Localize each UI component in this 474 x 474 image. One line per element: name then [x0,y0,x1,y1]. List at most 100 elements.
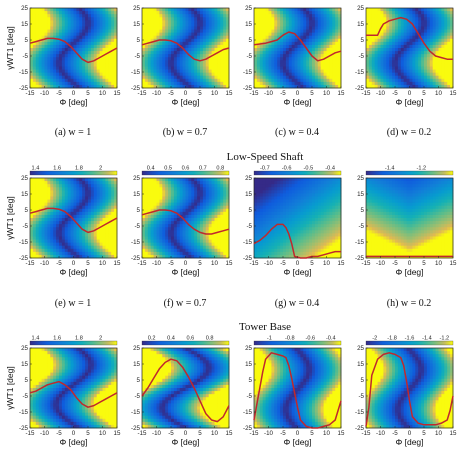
heatmap-cell [291,44,295,49]
heatmap-cell [226,63,230,67]
heatmap-cell [326,38,330,43]
heatmap-cell [294,11,298,15]
heatmap-cell [205,184,210,188]
heatmap-cell [254,26,258,30]
heatmap-cell [447,26,451,30]
heatmap-cell [332,75,336,80]
heatmap-cell [320,78,324,83]
heatmap-cell [61,193,66,197]
heatmap-cell [191,29,195,34]
heatmap-cell [205,218,210,222]
heatmap-cell [208,51,212,55]
heatmap-cell [41,8,45,12]
heatmap-cell [223,26,227,30]
heatmap-cell [389,32,393,37]
heatmap-cell [82,214,86,219]
heatmap-cell [377,60,381,64]
heatmap-cell [194,81,198,86]
heatmap-cell [211,38,215,43]
heatmap-cell [176,193,181,197]
heatmap-cell [271,26,275,30]
heatmap-cell [447,81,451,86]
heatmap-cell [105,81,109,86]
heatmap-cell [317,69,322,74]
heatmap-cell [285,38,290,43]
heatmap-cell [277,35,281,40]
heatmap-cell [150,202,154,207]
heatmap-cell [191,205,195,210]
heatmap-cell [79,57,83,61]
heatmap-cell [114,193,118,197]
heatmap-cell [200,41,204,46]
heatmap-cell [400,69,405,74]
heatmap-cell [211,233,215,237]
heatmap-cell [176,236,181,240]
heatmap-cell [176,44,181,49]
heatmap-cell [323,26,327,30]
heatmap-cell [56,245,60,250]
heatmap-cell [283,54,287,58]
heatmap-cell [168,236,172,240]
heatmap-cell [274,54,278,58]
heatmap-cell [435,72,439,77]
heatmap-cell [61,196,66,200]
heatmap-cell [79,32,83,37]
heatmap-cell [262,60,266,64]
heatmap-cell [294,60,298,64]
heatmap-cell [144,178,149,182]
heatmap-cell [73,78,77,83]
heatmap-cell [389,20,393,24]
heatmap-cell [259,181,264,185]
heatmap-cell [314,14,319,18]
heatmap-cell [288,38,293,43]
heatmap-cell [438,69,442,74]
x-tick-label: -5 [280,90,286,97]
heatmap-cell [162,233,166,237]
heatmap-cell [191,208,195,213]
heatmap-cell [412,8,416,12]
heatmap-cell [53,72,57,77]
heatmap-cell [265,17,269,21]
heatmap-cell [173,202,178,207]
heatmap-cell [50,208,54,213]
heatmap-cell [208,17,212,21]
heatmap-cell [265,208,269,213]
heatmap-cell [38,205,42,210]
heatmap-cell [50,54,54,58]
heatmap-cell [320,20,324,24]
heatmap-cell [176,221,181,225]
heatmap-cell [168,221,172,225]
heatmap-cell [67,254,71,259]
heatmap-cell [144,66,149,70]
heatmap-cell [389,54,393,58]
heatmap-cell [435,32,439,37]
heatmap-cell [171,242,175,247]
heatmap-cell [366,44,370,49]
heatmap-cell [265,78,269,83]
heatmap-cell [90,205,95,210]
heatmap-cell [159,251,163,256]
heatmap-cell [44,32,48,37]
heatmap-cell [268,14,272,18]
heatmap-cell [176,196,181,200]
heatmap-cell [368,17,373,21]
heatmap-cell [424,81,428,86]
heatmap-cell [188,72,192,77]
x-tick-label: 15 [226,90,233,97]
heatmap-cell [56,8,60,12]
heatmap-cell [259,66,264,70]
heatmap-cell [306,57,310,61]
heatmap-cell [59,8,63,12]
heatmap-cell [70,44,74,49]
heatmap-cell [96,26,100,30]
heatmap-cell [179,84,183,89]
heatmap-cell [159,78,163,83]
heatmap-cell [61,224,66,228]
heatmap-cell [200,242,204,247]
heatmap-cell [205,69,210,74]
heatmap-cell [114,63,118,67]
heatmap-cell [309,23,313,27]
heatmap-cell [185,230,189,234]
heatmap-cell [73,239,77,244]
heatmap-cell [312,84,316,89]
